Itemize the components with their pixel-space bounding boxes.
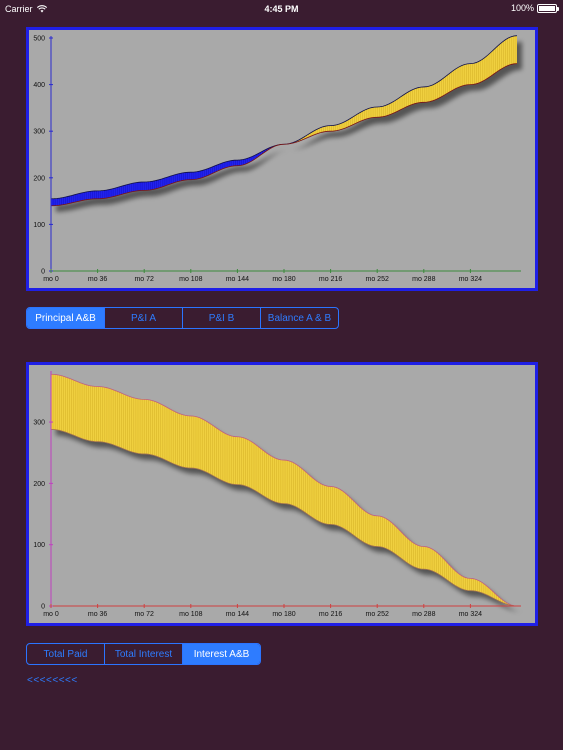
battery-percent: 100%	[510, 3, 534, 13]
x-tick-label: mo 324	[459, 276, 482, 283]
series-line-0	[50, 35, 518, 200]
status-time: 4:45 PM	[264, 4, 299, 14]
segment-interest-ab[interactable]: Interest A&B	[183, 644, 260, 664]
y-tick-label: 100	[33, 542, 45, 549]
x-tick-label: mo 36	[88, 611, 108, 618]
band-hatch-1	[285, 35, 517, 145]
status-bar: Carrier 4:45 PM 100%	[0, 0, 563, 18]
x-tick-label: mo 144	[226, 611, 249, 618]
y-tick-label: 100	[33, 222, 45, 229]
x-tick-label: mo 108	[179, 611, 202, 618]
x-tick-label: mo 324	[459, 611, 482, 618]
x-tick-label: mo 180	[272, 276, 295, 283]
series-line-1	[50, 429, 518, 607]
x-tick-label: mo 252	[366, 276, 389, 283]
battery-icon	[537, 3, 559, 13]
segment-pi-b[interactable]: P&I B	[183, 308, 261, 328]
x-tick-label: mo 72	[134, 611, 154, 618]
series-line-1	[50, 63, 518, 207]
x-tick-label: mo 108	[179, 276, 202, 283]
carrier-label: Carrier	[5, 4, 33, 14]
carrier-group: Carrier	[5, 4, 47, 14]
band-hatch-0	[50, 144, 284, 206]
band-segment-0	[51, 374, 517, 606]
band-group	[50, 35, 517, 206]
x-tick-label: mo 36	[88, 276, 108, 283]
x-tick-label: mo 288	[412, 611, 435, 618]
x-tick-label: mo 252	[366, 611, 389, 618]
x-tick-label: mo 180	[272, 611, 295, 618]
x-tick-label: mo 144	[226, 276, 249, 283]
x-tick-label: mo 0	[43, 611, 59, 618]
y-tick-label: 300	[33, 129, 45, 136]
segment-total-paid[interactable]: Total Paid	[27, 644, 105, 664]
x-tick-label: mo 72	[134, 276, 154, 283]
y-tick-label: 300	[33, 420, 45, 427]
segment-principal-ab[interactable]: Principal A&B	[27, 308, 105, 328]
wifi-icon	[36, 5, 47, 13]
y-tick-label: 0	[41, 604, 45, 611]
x-tick-label: mo 0	[43, 276, 59, 283]
x-tick-label: mo 288	[412, 276, 435, 283]
series-line-0	[50, 373, 518, 607]
x-tick-label: mo 216	[319, 276, 342, 283]
band-group	[50, 374, 517, 606]
y-tick-label: 200	[33, 175, 45, 182]
principal-chart-svg: 0 100 200 300 400 500 mo 0 mo 36 mo 72 mo 108 mo 1…	[33, 35, 521, 283]
segment-balance-ab[interactable]: Balance A & B	[267, 312, 332, 324]
band-segment-0	[51, 144, 284, 206]
chart-selector-bottom: Total Paid Total Interest Interest A&B	[26, 643, 261, 665]
segment-total-interest[interactable]: Total Interest	[105, 644, 183, 664]
segment-pi-a[interactable]: P&I A	[105, 308, 183, 328]
x-tick-label: mo 216	[319, 611, 342, 618]
battery-group: 100%	[510, 3, 559, 13]
back-link[interactable]: <<<<<<<<	[27, 675, 78, 686]
y-tick-label: 0	[41, 269, 45, 276]
y-tick-label: 200	[33, 481, 45, 488]
principal-chart: 0 100 200 300 400 500 mo 0 mo 36 mo 72 mo 108 mo 1…	[26, 27, 538, 291]
interest-chart: 0 100 200 300 mo 0 mo 36 mo 72 mo 108 mo 144 mo 1…	[26, 362, 538, 626]
y-tick-label: 400	[33, 82, 45, 89]
interest-chart-svg: 0 100 200 300 mo 0 mo 36 mo 72 mo 108 mo 144 mo 1…	[33, 371, 521, 618]
chart-selector-top: Principal A&B P&I A P&I B Balance A & B	[26, 307, 339, 329]
y-tick-label: 500	[33, 36, 45, 43]
